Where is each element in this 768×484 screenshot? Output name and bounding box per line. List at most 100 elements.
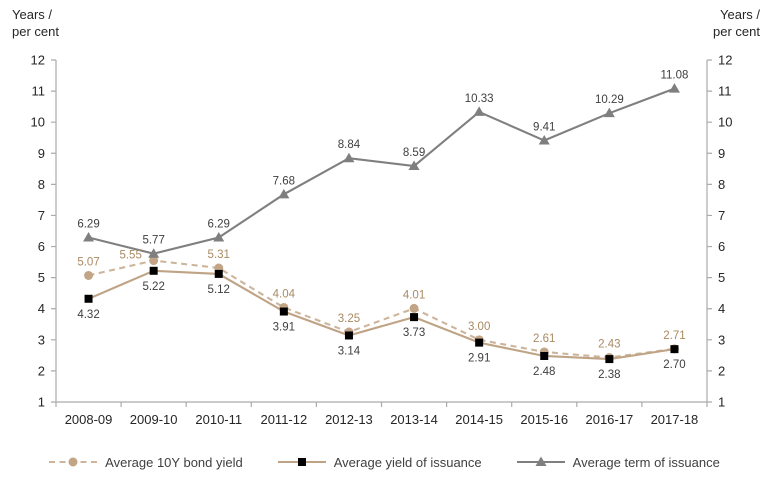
y-tick-label-left: 8 — [38, 177, 45, 192]
legend-label-average-10y-bond-yield: Average 10Y bond yield — [105, 454, 243, 470]
triangle-marker-icon — [408, 160, 420, 171]
data-label: 2.48 — [533, 366, 555, 378]
data-label: 9.41 — [533, 122, 555, 134]
circle-marker-icon — [68, 457, 78, 467]
y-tick-label-right: 3 — [718, 332, 725, 347]
y-tick-label-left: 3 — [38, 332, 45, 347]
square-marker-icon — [540, 351, 549, 360]
square-marker-icon — [84, 294, 93, 303]
y-tick-label-right: 12 — [718, 53, 732, 68]
y-axis-title-left: Years / per cent — [12, 6, 59, 40]
data-label: 5.22 — [142, 281, 164, 293]
square-marker-icon — [410, 313, 419, 322]
square-marker-icon — [475, 338, 484, 347]
data-label: 5.55 — [119, 250, 141, 262]
data-label: 3.73 — [403, 327, 425, 339]
x-tick-label: 2008-09 — [65, 412, 113, 427]
y-tick-label-left: 1 — [38, 395, 45, 410]
data-label: 5.77 — [142, 235, 164, 247]
y-tick-label-right: 2 — [718, 363, 725, 378]
y-tick-label-left: 6 — [38, 239, 45, 254]
y-tick-label-right: 4 — [718, 301, 725, 316]
y-tick-label-left: 5 — [38, 270, 45, 285]
square-marker-icon — [149, 266, 158, 275]
solid-line-triangle-marker-icon — [516, 456, 565, 466]
y-tick-label-right: 7 — [718, 208, 725, 223]
triangle-marker-icon — [538, 135, 550, 145]
triangle-marker-icon — [278, 188, 290, 199]
data-label: 4.04 — [273, 288, 296, 300]
triangle-marker-icon — [148, 248, 160, 258]
solid-line-square-marker-icon — [277, 458, 326, 466]
x-tick-label: 2011-12 — [260, 412, 307, 427]
data-label: 4.32 — [77, 309, 99, 321]
data-label: 10.33 — [465, 93, 494, 105]
legend-label-average-yield-of-issuance: Average yield of issuance — [333, 454, 482, 470]
triangle-marker-icon — [83, 232, 95, 242]
y-axis-title-right-line1: Years / — [720, 7, 760, 22]
x-tick-label: 2014-15 — [455, 412, 503, 427]
y-tick-label-right: 9 — [718, 146, 725, 161]
data-label: 8.59 — [403, 147, 425, 159]
data-label: 8.84 — [338, 139, 361, 151]
y-axis-title-right-line2: per cent — [713, 24, 760, 39]
legend-item-average-term-of-issuance: Average term of issuance — [516, 455, 720, 470]
x-tick-label: 2016-17 — [585, 412, 633, 427]
y-tick-label-right: 1 — [718, 395, 725, 410]
data-label: 2.38 — [598, 369, 620, 381]
x-tick-label: 2017-18 — [651, 412, 699, 427]
y-axis-title-right: Years / per cent — [713, 6, 760, 40]
triangle-marker-icon — [473, 106, 485, 116]
data-label: 11.08 — [660, 70, 688, 82]
data-label: 2.91 — [468, 353, 490, 365]
triangle-marker-icon — [213, 232, 225, 242]
square-marker-icon — [605, 355, 614, 364]
data-label: 3.14 — [338, 345, 361, 357]
data-label: 5.31 — [208, 249, 230, 261]
data-label: 10.29 — [595, 94, 624, 106]
series-line-2 — [88, 87, 675, 255]
data-label: 2.71 — [663, 330, 685, 342]
x-tick-label: 2010-11 — [195, 412, 242, 427]
data-label: 4.01 — [403, 289, 425, 301]
legend: Average 10Y bond yield Average yield of … — [0, 448, 768, 476]
square-marker-icon — [344, 331, 353, 340]
data-label: 3.91 — [273, 322, 295, 334]
series-line-0 — [88, 259, 675, 359]
data-label: 3.25 — [338, 313, 360, 325]
y-tick-label-right: 11 — [718, 84, 732, 99]
data-label: 6.29 — [77, 219, 99, 231]
data-label: 6.29 — [208, 219, 230, 231]
y-tick-label-left: 9 — [38, 146, 45, 161]
y-tick-label-left: 4 — [38, 301, 45, 316]
legend-label-average-term-of-issuance: Average term of issuance — [572, 454, 720, 470]
data-label: 2.43 — [598, 339, 620, 351]
triangle-marker-icon — [603, 107, 615, 118]
x-tick-label: 2015-16 — [520, 412, 568, 427]
circle-marker-icon — [149, 256, 159, 266]
y-tick-label-left: 2 — [38, 363, 45, 378]
dashed-line-circle-marker-icon — [49, 457, 98, 467]
triangle-marker-icon — [668, 83, 680, 93]
x-tick-label: 2013-14 — [390, 412, 438, 427]
square-marker-icon — [279, 307, 288, 316]
y-tick-label-left: 12 — [31, 53, 45, 68]
y-tick-label-right: 8 — [718, 177, 725, 192]
square-marker-icon — [670, 345, 679, 354]
data-label: 2.61 — [533, 333, 555, 345]
legend-item-average-10y-bond-yield: Average 10Y bond yield — [48, 455, 243, 470]
triangle-marker-icon — [343, 152, 355, 163]
y-tick-label-right: 6 — [718, 239, 725, 254]
square-marker-icon — [214, 269, 223, 278]
circle-marker-icon — [409, 303, 419, 313]
y-tick-label-right: 5 — [718, 270, 725, 285]
triangle-marker-icon — [535, 456, 547, 466]
legend-item-average-yield-of-issuance: Average yield of issuance — [277, 455, 482, 470]
y-tick-label-left: 10 — [31, 115, 45, 130]
y-tick-label-left: 7 — [38, 208, 45, 223]
y-axis-title-left-line2: per cent — [12, 24, 59, 39]
data-label: 2.70 — [663, 359, 685, 371]
y-axis-title-left-line1: Years / — [12, 7, 52, 22]
